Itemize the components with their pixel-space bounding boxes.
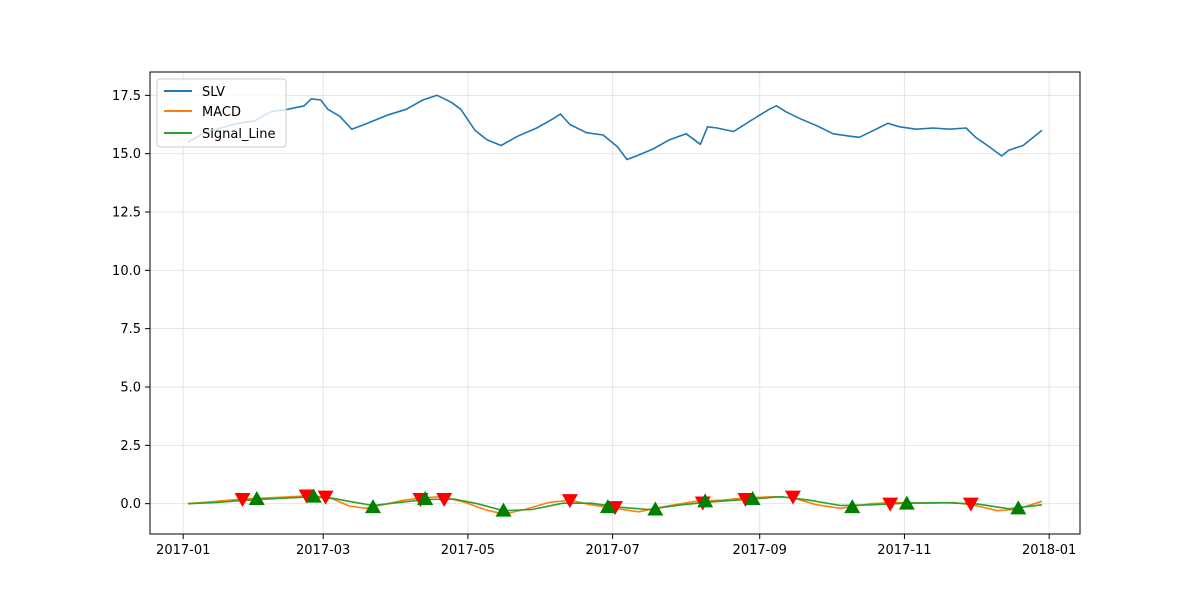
buy-signal-marker	[744, 491, 761, 505]
buy-signal-marker	[495, 502, 512, 517]
sell-signal-marker	[436, 493, 453, 507]
signal-markers	[234, 488, 1027, 517]
y-tick-label: 5.0	[120, 381, 141, 396]
x-tick-label: 2017-09	[733, 543, 787, 558]
buy-signal-marker	[365, 499, 382, 514]
x-tick-label: 2017-05	[441, 543, 495, 558]
legend-label-slv: SLV	[202, 85, 225, 100]
buy-signal-marker	[248, 491, 265, 505]
sell-signal-marker	[962, 497, 979, 512]
sell-signal-marker	[784, 490, 801, 505]
buy-signal-marker	[417, 491, 434, 505]
y-tick-label: 0.0	[120, 497, 141, 512]
x-tick-label: 2017-01	[156, 543, 210, 558]
series-line-slv	[187, 94, 1043, 161]
sell-signal-marker	[317, 490, 334, 505]
buy-signal-marker	[1010, 500, 1027, 515]
y-tick-label: 17.5	[112, 89, 141, 104]
buy-signal-marker	[898, 495, 915, 510]
buy-signal-marker	[599, 499, 616, 514]
sell-signal-marker	[298, 489, 315, 504]
x-tick-label: 2017-11	[877, 543, 931, 558]
legend: SLV MACD Signal_Line	[156, 78, 287, 148]
y-tick-label: 2.5	[120, 439, 141, 454]
buy-signal-marker	[697, 493, 714, 508]
buy-signal-marker	[844, 499, 861, 514]
y-tick-label: 12.5	[112, 206, 141, 221]
y-axis: 0.0 2.5 5.0 7.5 10.0 12.5 15.0 17.5	[112, 89, 150, 512]
y-tick-label: 10.0	[112, 264, 141, 279]
x-axis: 2017-01 2017-03 2017-05 2017-07 2017-09 2017-…	[156, 534, 1076, 558]
sell-signal-marker	[882, 497, 899, 512]
buy-signal-marker	[647, 501, 664, 516]
x-tick-label: 2018-01	[1022, 543, 1076, 558]
legend-box	[156, 78, 287, 148]
sell-signal-marker	[561, 494, 578, 509]
legend-label-macd: MACD	[202, 105, 241, 120]
y-tick-label: 15.0	[112, 147, 141, 162]
legend-label-signal-line: Signal_Line	[202, 127, 276, 142]
sell-signal-marker	[234, 493, 251, 507]
plot-frame	[149, 71, 1081, 535]
y-tick-label: 7.5	[120, 322, 141, 337]
buy-signal-marker	[305, 488, 322, 503]
grid	[150, 72, 1080, 534]
x-tick-label: 2017-03	[296, 543, 350, 558]
x-tick-label: 2017-07	[585, 543, 639, 558]
